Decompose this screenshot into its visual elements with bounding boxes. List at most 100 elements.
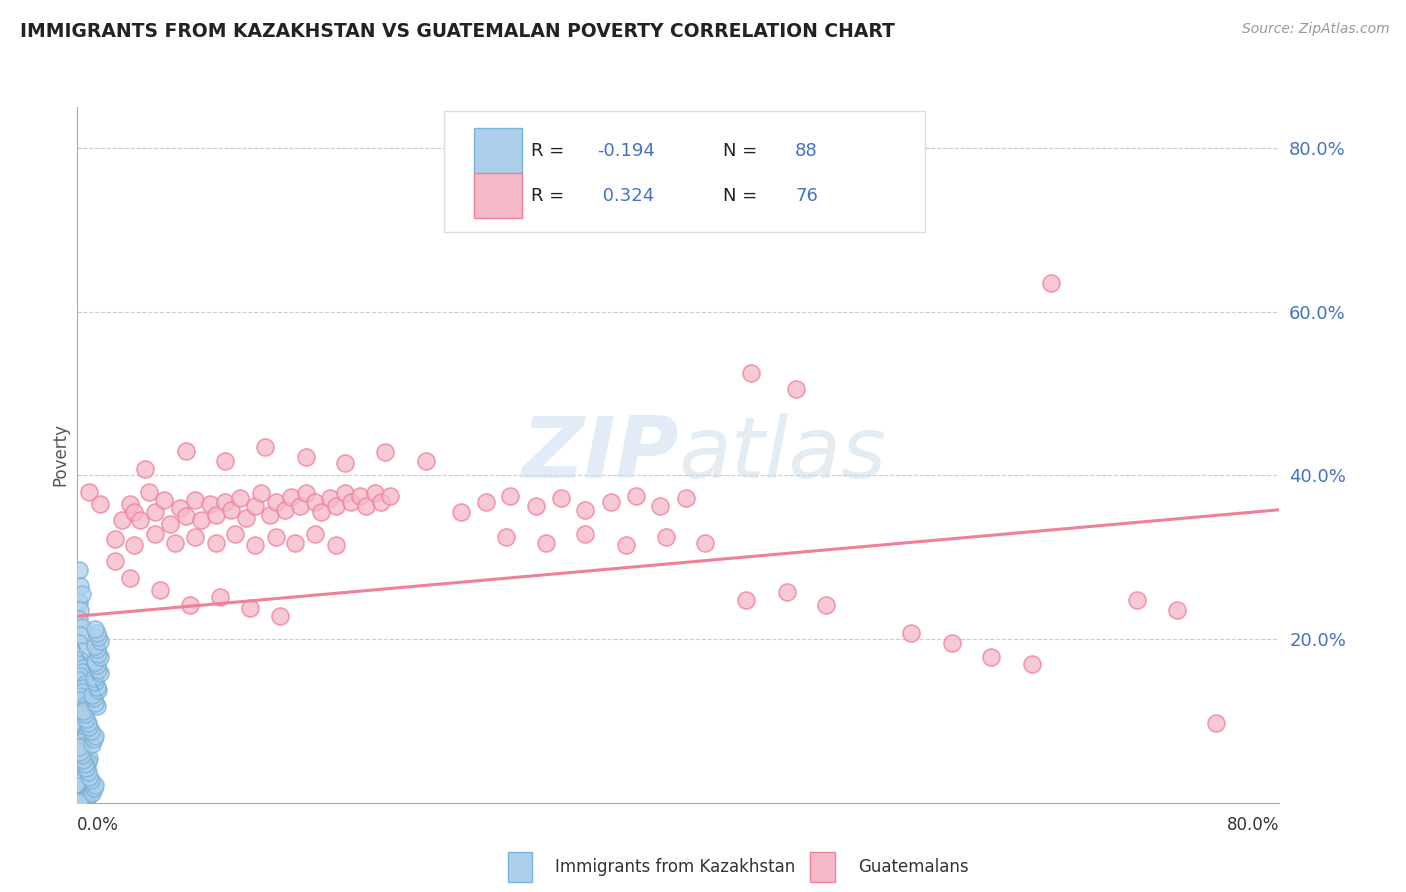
Point [76,715,98,730]
Point [86,625,108,640]
Point [72,661,94,675]
Point [67,612,90,626]
Point [1205,715,1227,730]
Point [284,535,307,549]
Point [69,669,91,683]
Point [941,636,963,650]
Text: Source: ZipAtlas.com: Source: ZipAtlas.com [1241,22,1389,37]
Point [82,688,104,702]
Point [73,677,96,691]
Point [73,701,96,715]
Point [333,456,356,470]
Point [374,445,396,459]
Point [145,505,167,519]
Point [76,764,98,779]
Point [1021,657,1043,671]
Point [204,508,226,522]
Text: Guatemalans: Guatemalans [858,858,969,876]
Point [1125,592,1147,607]
Point [174,509,197,524]
Point [163,535,186,549]
Point [675,491,697,506]
Point [138,484,160,499]
Point [80,783,103,797]
Point [72,681,94,696]
Point [70,644,93,658]
Point [325,500,347,514]
Point [104,554,127,568]
Point [84,639,107,653]
Point [254,440,277,454]
Text: N =: N = [723,142,763,160]
FancyBboxPatch shape [474,128,522,173]
Point [87,647,110,661]
Point [73,763,96,777]
Point [80,723,103,738]
Text: IMMIGRANTS FROM KAZAKHSTAN VS GUATEMALAN POVERTY CORRELATION CHART: IMMIGRANTS FROM KAZAKHSTAN VS GUATEMALAN… [20,22,894,41]
Text: 80.0%: 80.0% [1227,816,1279,834]
Point [740,366,762,380]
Point [124,538,146,552]
Point [75,726,97,740]
Point [67,795,90,809]
Point [70,685,93,699]
Point [1040,276,1063,290]
Point [72,706,94,720]
Y-axis label: Poverty: Poverty [51,424,69,486]
Point [82,786,104,800]
Point [87,663,110,677]
Point [159,517,181,532]
Point [89,633,111,648]
Point [67,747,90,761]
Point [70,587,93,601]
Point [76,755,98,769]
Point [70,748,93,763]
Point [534,535,557,549]
FancyBboxPatch shape [474,173,522,219]
Point [69,690,91,704]
Point [75,712,97,726]
Point [86,680,108,694]
Point [69,775,91,789]
Point [69,794,91,808]
Point [79,721,101,735]
Text: Immigrants from Kazakhstan: Immigrants from Kazakhstan [555,858,796,876]
Point [169,501,191,516]
Point [69,652,91,666]
Point [735,592,758,607]
Point [69,628,91,642]
Point [70,710,93,724]
Point [294,450,316,465]
Point [69,742,91,756]
Point [84,622,107,636]
Point [354,500,377,514]
Point [785,383,807,397]
Point [72,767,94,781]
Point [309,505,332,519]
Point [69,579,91,593]
Point [524,500,547,514]
Point [80,772,103,787]
Point [364,486,387,500]
Point [294,486,316,500]
Point [655,530,678,544]
Text: ZIP: ZIP [520,413,679,497]
Point [84,674,107,689]
Point [599,494,621,508]
Point [259,508,281,522]
Point [574,502,596,516]
Point [69,603,91,617]
Point [83,780,105,795]
Point [82,737,104,751]
Point [695,535,717,549]
Point [104,533,127,547]
Point [626,489,648,503]
Point [650,500,672,514]
Point [273,502,295,516]
Point [190,513,212,527]
Point [550,491,572,506]
Point [214,494,236,508]
Point [75,761,97,775]
Point [224,527,246,541]
Point [67,657,90,671]
